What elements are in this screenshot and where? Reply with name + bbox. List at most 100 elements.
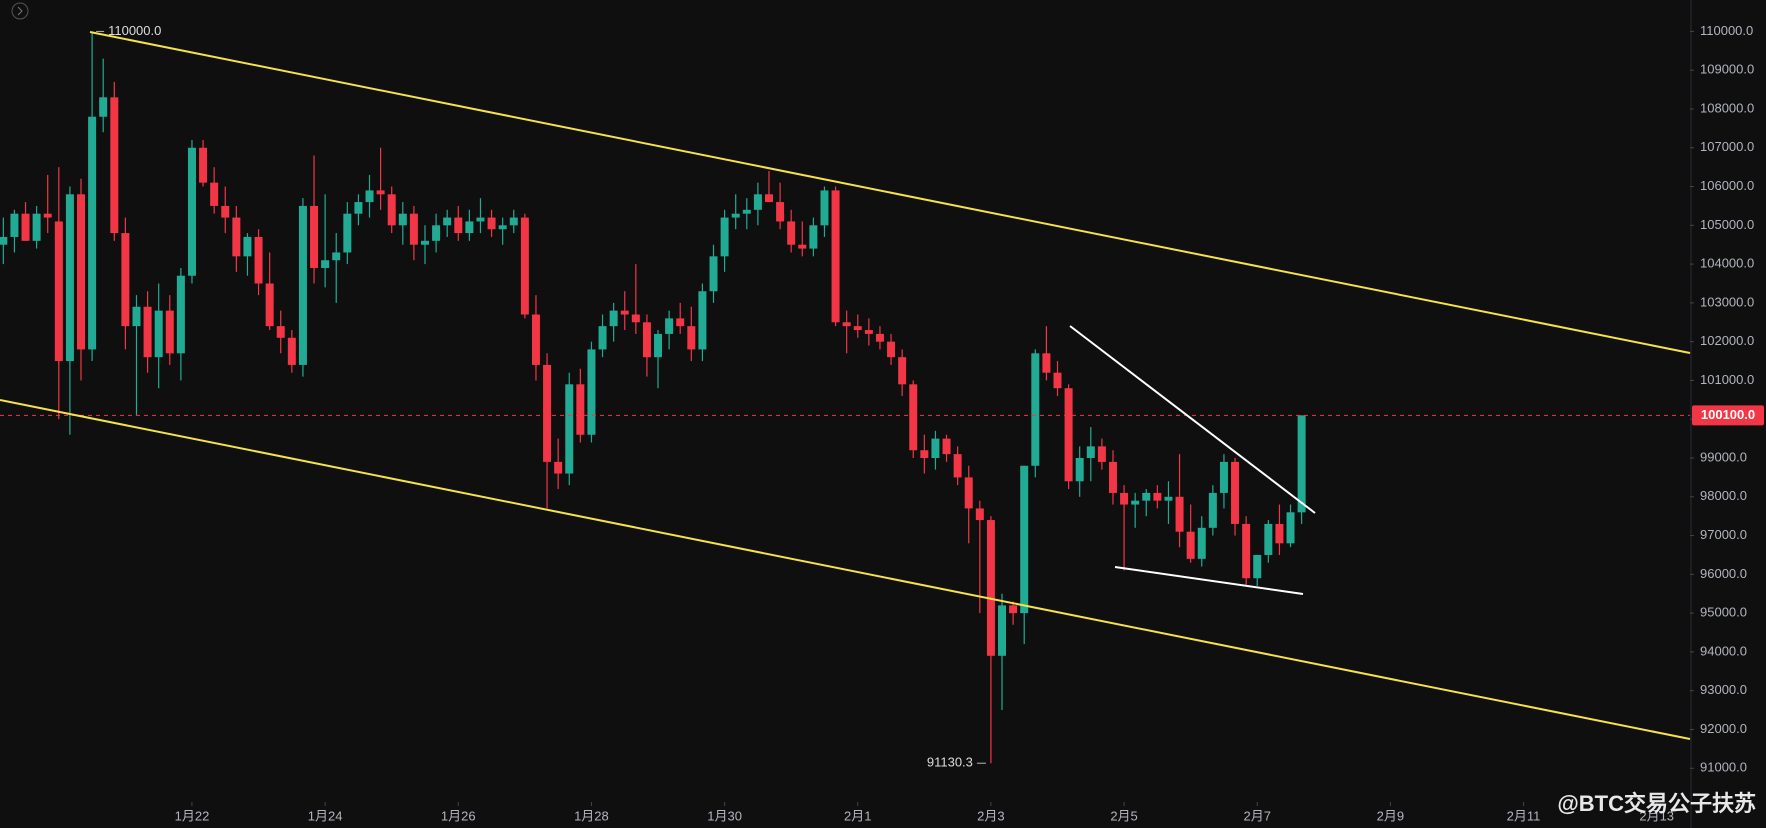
low-label: 91130.3 bbox=[927, 755, 973, 770]
y-tick-label: 102000.0 bbox=[1700, 333, 1754, 348]
collapse-icon[interactable] bbox=[11, 2, 29, 20]
candle-body bbox=[1064, 388, 1073, 482]
candle-body bbox=[1297, 415, 1306, 513]
candle-body bbox=[398, 213, 407, 226]
y-tick-label: 92000.0 bbox=[1700, 721, 1747, 736]
candle-body bbox=[543, 364, 552, 462]
x-tick-label: 2月9 bbox=[1377, 808, 1404, 823]
candle-body bbox=[310, 205, 319, 268]
candle-body bbox=[1275, 523, 1284, 544]
candle-body bbox=[753, 194, 762, 210]
x-tick-label: 2月13 bbox=[1639, 808, 1674, 823]
x-tick-label: 2月7 bbox=[1244, 808, 1271, 823]
candle-body bbox=[1153, 492, 1162, 501]
y-tick-label: 107000.0 bbox=[1700, 139, 1754, 154]
candle-body bbox=[88, 116, 97, 350]
candle-body bbox=[409, 213, 418, 245]
candle-body bbox=[132, 306, 141, 327]
candle-body bbox=[143, 306, 152, 358]
triangle-lower bbox=[1114, 566, 1304, 595]
y-tick-label: 104000.0 bbox=[1700, 256, 1754, 271]
trendline-lower bbox=[0, 399, 1691, 740]
candle-body bbox=[986, 520, 995, 656]
candle-body bbox=[1164, 496, 1173, 501]
x-tick-label: 1月26 bbox=[441, 808, 476, 823]
candle-body bbox=[609, 310, 618, 327]
y-tick-label: 93000.0 bbox=[1700, 682, 1747, 697]
candle-body bbox=[1020, 465, 1029, 614]
candle-body bbox=[931, 438, 940, 459]
candle-body bbox=[998, 605, 1007, 656]
candle-body bbox=[565, 384, 574, 474]
candle-body bbox=[1253, 554, 1262, 579]
candle-body bbox=[0, 236, 8, 245]
high-label: 110000.0 bbox=[108, 23, 161, 38]
candle-body bbox=[742, 209, 751, 214]
candle-body bbox=[1053, 372, 1062, 389]
candle-body bbox=[1009, 605, 1018, 614]
triangle-upper bbox=[1069, 325, 1316, 514]
y-tick-label: 109000.0 bbox=[1700, 62, 1754, 77]
candle-body bbox=[265, 283, 274, 327]
candle-body bbox=[1208, 492, 1217, 528]
candle-body bbox=[1175, 496, 1184, 532]
candle-body bbox=[210, 182, 219, 206]
candle-body bbox=[21, 213, 30, 241]
candle-body bbox=[443, 217, 452, 226]
candle-body bbox=[32, 213, 41, 241]
candle-body bbox=[454, 217, 463, 234]
candle-body bbox=[920, 450, 929, 459]
candle-body bbox=[221, 205, 230, 218]
candle-body bbox=[387, 194, 396, 226]
candle-body bbox=[343, 213, 352, 253]
candle-body bbox=[176, 275, 185, 354]
candle-body bbox=[654, 333, 663, 358]
candle-body bbox=[65, 194, 74, 362]
candle-body bbox=[909, 384, 918, 451]
candle-body bbox=[509, 217, 518, 226]
candle-body bbox=[187, 147, 196, 276]
candle-body bbox=[365, 190, 374, 203]
candle-body bbox=[77, 194, 85, 350]
candle-body bbox=[1142, 492, 1151, 501]
candle-body bbox=[842, 322, 851, 327]
y-tick-label: 98000.0 bbox=[1700, 488, 1747, 503]
candle-body bbox=[487, 217, 496, 230]
candle-body bbox=[798, 244, 807, 249]
candle-body bbox=[598, 326, 607, 350]
candle-body bbox=[1242, 523, 1251, 579]
candle-body bbox=[10, 213, 19, 237]
candle-body bbox=[875, 333, 884, 342]
y-tick-label: 94000.0 bbox=[1700, 643, 1747, 658]
candle-body bbox=[154, 310, 163, 358]
candle-body bbox=[687, 326, 696, 350]
candle-body bbox=[332, 252, 341, 261]
y-tick-label: 91000.0 bbox=[1700, 760, 1747, 775]
candle-body bbox=[620, 310, 629, 315]
x-tick-label: 2月11 bbox=[1507, 808, 1541, 823]
x-tick-label: 1月30 bbox=[707, 808, 742, 823]
y-tick-label: 95000.0 bbox=[1700, 605, 1747, 620]
candle-body bbox=[254, 236, 263, 284]
candle-body bbox=[898, 357, 907, 385]
candle-body bbox=[1197, 527, 1206, 559]
x-tick-label: 2月5 bbox=[1110, 808, 1137, 823]
candle-body bbox=[731, 213, 740, 218]
candle-body bbox=[665, 318, 674, 334]
candle-body bbox=[121, 233, 130, 327]
y-tick-label: 101000.0 bbox=[1700, 372, 1754, 387]
candle-body bbox=[110, 97, 119, 234]
candle-body bbox=[1031, 353, 1040, 466]
x-tick-label: 1月22 bbox=[175, 808, 210, 823]
candle-body bbox=[421, 240, 429, 245]
candle-body bbox=[1075, 458, 1084, 482]
candle-body bbox=[43, 213, 52, 218]
candle-body bbox=[1042, 353, 1051, 373]
candle-body bbox=[764, 194, 773, 203]
candle-body bbox=[243, 236, 252, 257]
candle-body bbox=[520, 217, 529, 315]
candle-body bbox=[1186, 531, 1195, 559]
candle-body bbox=[631, 314, 640, 323]
candle-body bbox=[232, 217, 241, 257]
trendline-upper bbox=[89, 31, 1691, 354]
